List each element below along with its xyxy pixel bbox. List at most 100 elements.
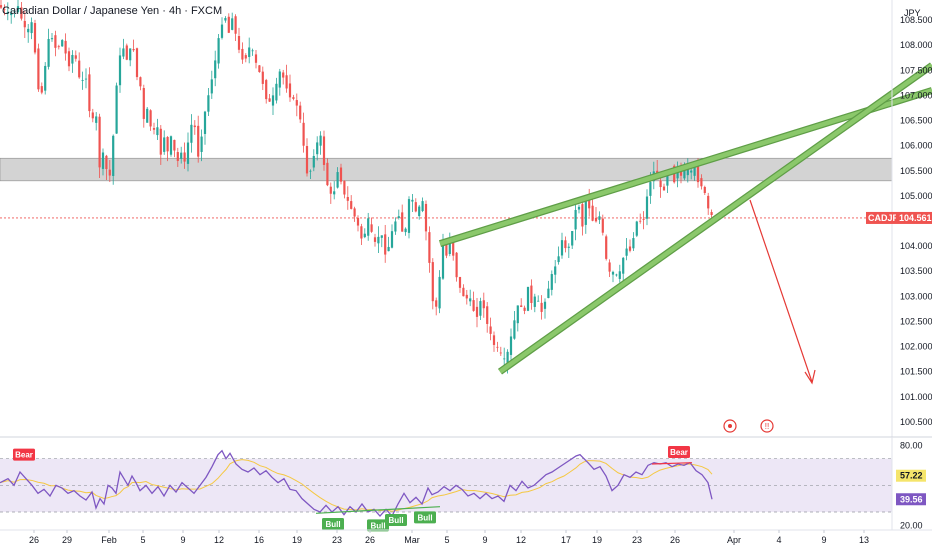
candle-body <box>469 298 472 302</box>
candle-body <box>418 206 421 217</box>
candle-body <box>166 136 169 152</box>
candle-body <box>356 217 360 226</box>
candle-body <box>142 88 145 119</box>
price-tick-label: 105.000 <box>900 191 932 201</box>
candle-body <box>343 180 346 195</box>
signal-badge <box>414 511 436 524</box>
candle-body <box>574 209 577 230</box>
time-axis-label: 16 <box>254 535 264 545</box>
signal-text: Bull <box>388 516 403 525</box>
candle-body <box>611 271 615 275</box>
candle-body <box>594 217 598 222</box>
candle-body <box>448 240 451 254</box>
candle-body <box>139 77 142 87</box>
candle-body <box>377 236 380 244</box>
current-price-tag: CADJPY 104.561 <box>866 211 932 224</box>
candle-body <box>88 74 91 112</box>
resistance-zone[interactable] <box>0 157 893 182</box>
bull-signal-label[interactable]: Bull <box>385 514 407 526</box>
time-axis-label: Feb <box>101 535 117 545</box>
candle-body <box>424 203 428 232</box>
candle-body <box>397 216 400 218</box>
arrow-shaft <box>749 199 813 383</box>
candle-body <box>486 306 489 324</box>
candle-body <box>108 169 111 176</box>
candle-body <box>217 38 220 64</box>
candle-body <box>319 135 322 146</box>
candle-body <box>149 110 152 127</box>
time-axis-label: 19 <box>592 535 602 545</box>
price-tag <box>896 211 932 224</box>
candle-body <box>258 65 261 73</box>
candle-body <box>183 152 186 162</box>
candle-body <box>180 152 183 159</box>
candle-body <box>690 170 693 173</box>
candle-body <box>421 201 424 212</box>
channel-upper-line[interactable] <box>439 88 932 246</box>
signal-badge <box>13 448 35 461</box>
candle-body <box>560 240 564 256</box>
candle-body <box>387 246 390 252</box>
signal-text: Bull <box>370 521 385 530</box>
candle-body <box>251 50 254 52</box>
bear-signal-label[interactable]: Bear <box>668 446 690 458</box>
candle-body <box>401 212 404 232</box>
candle-body <box>537 300 540 302</box>
price-axis[interactable]: 108.500 108.000 107.500 107.000 106.500 106.0… <box>900 15 932 427</box>
candle-body <box>57 46 60 48</box>
candle-body <box>163 137 166 152</box>
candle-body <box>659 180 662 188</box>
candle-body <box>411 199 414 202</box>
candle-body <box>445 243 448 256</box>
time-axis-label: 26 <box>29 535 39 545</box>
candle-body <box>462 287 465 297</box>
channel-lower-line[interactable] <box>498 63 932 374</box>
candle-body <box>455 252 458 278</box>
candle-body <box>333 191 336 195</box>
candle-body <box>193 125 196 128</box>
rsi-value: 39.56 <box>900 494 923 504</box>
event-marker-icon[interactable] <box>723 419 737 433</box>
candle-body <box>384 234 387 255</box>
candle-body <box>509 336 513 355</box>
candle-body <box>676 170 679 179</box>
candle-body <box>441 243 445 279</box>
symbol-label: CADJPY <box>868 213 905 223</box>
candle-body <box>591 205 594 221</box>
candle-body <box>479 301 482 316</box>
channel-group[interactable] <box>438 62 932 375</box>
candle-body <box>33 23 37 53</box>
time-axis[interactable]: 26 29 Feb 5 9 12 16 19 23 26 Mar 5 9 12 17 19 23 26 Apr 4 9 1… <box>29 530 869 545</box>
candle-body <box>156 127 159 136</box>
candle-body <box>350 201 353 209</box>
candle-body <box>438 276 441 309</box>
projection-arrow[interactable] <box>749 199 816 385</box>
candle-body <box>492 335 496 345</box>
time-axis-label: 12 <box>516 535 526 545</box>
time-axis-label: 29 <box>62 535 72 545</box>
candle-body <box>312 155 315 168</box>
price-tick-label: 107.000 <box>900 90 932 100</box>
time-axis-label: 13 <box>859 535 869 545</box>
event-marker-icon[interactable] <box>760 419 774 433</box>
bear-signal-label[interactable]: Bear <box>13 448 35 461</box>
bull-signal-label[interactable]: Bull <box>367 519 389 532</box>
candle-body <box>380 235 383 238</box>
event-markers[interactable]: !! <box>723 419 774 433</box>
candle-body <box>567 246 570 248</box>
divergence-lines <box>315 462 693 514</box>
candle-body <box>122 48 125 57</box>
bull-signal-label[interactable]: Bull <box>414 511 436 524</box>
candle-body <box>683 170 686 179</box>
candle-body <box>390 231 394 248</box>
signal-text: Bull <box>325 520 340 529</box>
candle-body <box>513 320 516 339</box>
candle-body <box>3 9 6 11</box>
bull-signal-label[interactable]: Bull <box>322 518 344 530</box>
candle-body <box>452 237 455 256</box>
candle-body <box>152 128 156 130</box>
price-tick-label: 108.000 <box>900 40 932 50</box>
candle-body <box>564 240 567 249</box>
